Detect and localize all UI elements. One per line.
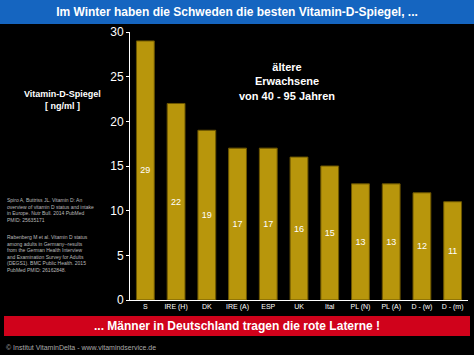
svg-text:11: 11	[448, 246, 457, 256]
svg-text:© Institut VitaminDelta - www.: © Institut VitaminDelta - www.vitamindse…	[6, 344, 156, 351]
svg-text:PL (N): PL (N)	[350, 303, 370, 311]
svg-text:ESP: ESP	[261, 303, 275, 310]
svg-text:0: 0	[117, 293, 124, 307]
svg-text:30: 30	[110, 25, 124, 39]
svg-text:Rabenberg M et al. Vitamin D s: Rabenberg M et al. Vitamin D statusamong…	[7, 234, 88, 273]
svg-text:IRE (A): IRE (A)	[226, 303, 249, 311]
svg-text:UK: UK	[294, 303, 304, 310]
svg-text:Im Winter haben die Schweden d: Im Winter haben die Schweden die besten …	[56, 5, 418, 19]
svg-text:17: 17	[233, 219, 243, 229]
svg-text:IRE (H): IRE (H)	[164, 303, 187, 311]
svg-text:15: 15	[325, 228, 335, 238]
svg-text:13: 13	[386, 237, 396, 247]
svg-text:13: 13	[355, 237, 365, 247]
svg-text:... Männer in Deutschland trag: ... Männer in Deutschland tragen die rot…	[94, 319, 380, 333]
svg-text:15: 15	[110, 159, 124, 173]
svg-text:10: 10	[110, 204, 124, 218]
svg-text:29: 29	[140, 165, 150, 175]
svg-text:12: 12	[417, 241, 427, 251]
svg-text:D - (w): D - (w)	[411, 303, 432, 311]
svg-text:22: 22	[171, 197, 181, 207]
svg-text:Ital: Ital	[325, 303, 335, 310]
svg-text:DK: DK	[202, 303, 212, 310]
svg-text:17: 17	[263, 219, 273, 229]
svg-text:20: 20	[110, 115, 124, 129]
svg-text:S: S	[143, 303, 148, 310]
svg-text:PL (A): PL (A)	[381, 303, 401, 311]
svg-text:Spiro A, Buttriss JL. Vitamin: Spiro A, Buttriss JL. Vitamin D: Anoverv…	[7, 197, 94, 223]
svg-text:ältereErwachsenevon 40 - 95 Ja: ältereErwachsenevon 40 - 95 Jahren	[239, 61, 335, 102]
svg-text:19: 19	[202, 210, 212, 220]
svg-text:D - (m): D - (m)	[442, 303, 464, 311]
svg-text:16: 16	[294, 224, 304, 234]
svg-text:Vitamin-D-Spiegel[ ng/ml ]: Vitamin-D-Spiegel[ ng/ml ]	[24, 89, 101, 111]
svg-text:25: 25	[110, 70, 124, 84]
svg-text:5: 5	[117, 249, 124, 263]
